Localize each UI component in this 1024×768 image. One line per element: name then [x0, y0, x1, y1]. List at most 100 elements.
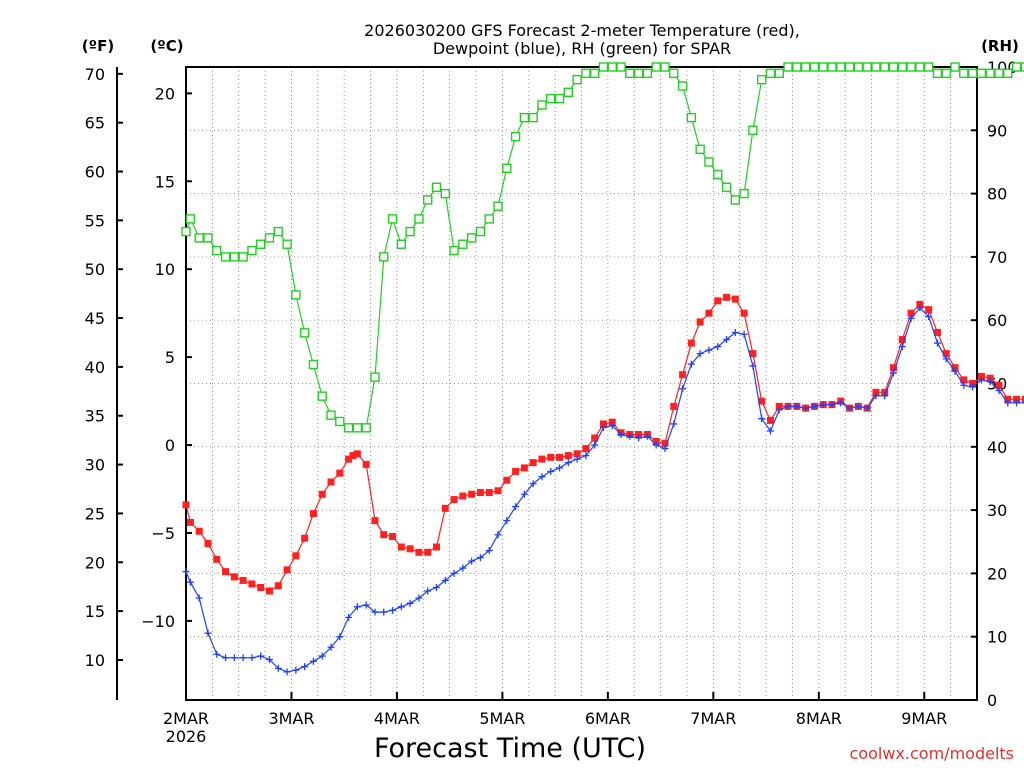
temperature-point [969, 380, 977, 387]
dewpoint-point [371, 608, 379, 616]
rh-series [181, 62, 1024, 433]
chart-title-line2: Dewpoint (blue), RH (green) for SPAR [433, 39, 731, 58]
dewpoint-point [538, 473, 546, 481]
rh-point [607, 62, 617, 72]
fahrenheit-tick-label: 35 [85, 407, 105, 426]
fahrenheit-tick-label: 25 [85, 504, 105, 523]
rh-point [660, 62, 670, 72]
rh-point [642, 68, 653, 79]
dewpoint-point [758, 415, 766, 423]
temperature-point [380, 531, 388, 539]
rh-point [959, 68, 969, 79]
dewpoint-point [591, 441, 599, 449]
rh-point [361, 423, 371, 433]
rh-point [238, 252, 248, 262]
rh-point [765, 68, 776, 79]
rh-point [299, 328, 310, 338]
temperature-point [775, 402, 783, 410]
temperature-point [599, 420, 607, 428]
celsius-tick-label: 5 [165, 348, 175, 367]
rh-point [194, 233, 204, 243]
rh-point [677, 81, 688, 91]
series [181, 62, 1024, 676]
temperature-point [564, 452, 572, 460]
dewpoint-point [793, 402, 801, 410]
rh-point [651, 62, 661, 72]
temperature-point [652, 438, 660, 446]
dewpoint-point [182, 568, 190, 576]
dewpoint-point [925, 313, 933, 321]
rh-point [792, 62, 802, 72]
dewpoint-point [257, 652, 265, 660]
rh-point [387, 214, 398, 224]
temperature-point [591, 434, 599, 442]
temperature-point [432, 543, 440, 551]
dewpoint-point [309, 657, 317, 665]
temperature-point [318, 490, 326, 498]
temperature-point [345, 455, 353, 463]
temperature-point [942, 350, 950, 358]
rh-point [739, 188, 749, 199]
temperature-point [714, 297, 722, 305]
grid [186, 67, 977, 700]
rh-point [282, 239, 292, 249]
celsius-tick-label: −5 [151, 524, 175, 543]
temperature-point [274, 582, 282, 590]
dewpoint-point [441, 576, 449, 584]
dewpoint-point [802, 404, 810, 412]
dewpoint-point [810, 402, 818, 410]
rh-point [1020, 62, 1024, 72]
rh-point [774, 68, 784, 79]
temperature-point [309, 510, 317, 518]
fahrenheit-tick-label: 20 [85, 553, 105, 572]
dewpoint-point [222, 654, 230, 662]
rh-point [502, 163, 512, 173]
dewpoint-point [195, 594, 203, 602]
rh-point [326, 410, 336, 420]
temperature-point [872, 388, 880, 396]
rh-point [431, 182, 442, 192]
dewpoint-point [819, 401, 827, 409]
dewpoint-point [687, 360, 695, 368]
dewpoint-point [424, 587, 432, 595]
rh-point [695, 144, 705, 154]
rh-point [625, 68, 635, 79]
rh-tick-label: 10 [987, 628, 1007, 647]
rh-point [598, 62, 609, 72]
temperature-point [687, 339, 695, 347]
temperature-point [1004, 395, 1012, 403]
dewpoint-point [837, 399, 845, 407]
rh-point [396, 239, 407, 249]
temperature-point [977, 372, 985, 380]
dewpoint-point [345, 613, 353, 621]
dewpoint-series [182, 304, 1024, 676]
dewpoint-point [599, 423, 607, 431]
rh-point [844, 62, 855, 72]
temperature-point [349, 452, 357, 460]
rh-point [519, 112, 530, 123]
x-axis-tick-label: 8MAR [796, 709, 842, 728]
dewpoint-point [1004, 399, 1012, 407]
rh-point [308, 359, 319, 370]
rh-point [713, 169, 723, 180]
rh-point [229, 252, 240, 262]
dewpoint-point [1021, 402, 1024, 404]
rh-point [704, 157, 714, 167]
temperature-point [503, 476, 511, 484]
rh-tick-label: 40 [987, 438, 1007, 457]
rh-tick-label: 70 [987, 248, 1007, 267]
dewpoint-point [265, 656, 273, 664]
rh-point [466, 233, 477, 243]
x-axis-tick-label: 2MAR [163, 709, 209, 728]
rh-point [783, 62, 793, 72]
dewpoint-point [476, 554, 484, 562]
dewpoint-point [643, 432, 651, 440]
rh-point [563, 87, 574, 98]
rh-point [1003, 68, 1013, 79]
dewpoint-point [353, 603, 361, 611]
temperature-point [424, 548, 432, 556]
rh-tick-label: 60 [987, 311, 1007, 330]
temperature-point [450, 496, 458, 504]
rh-point [528, 112, 538, 123]
watermark-text: coolwx.com/modelts [850, 744, 1014, 763]
